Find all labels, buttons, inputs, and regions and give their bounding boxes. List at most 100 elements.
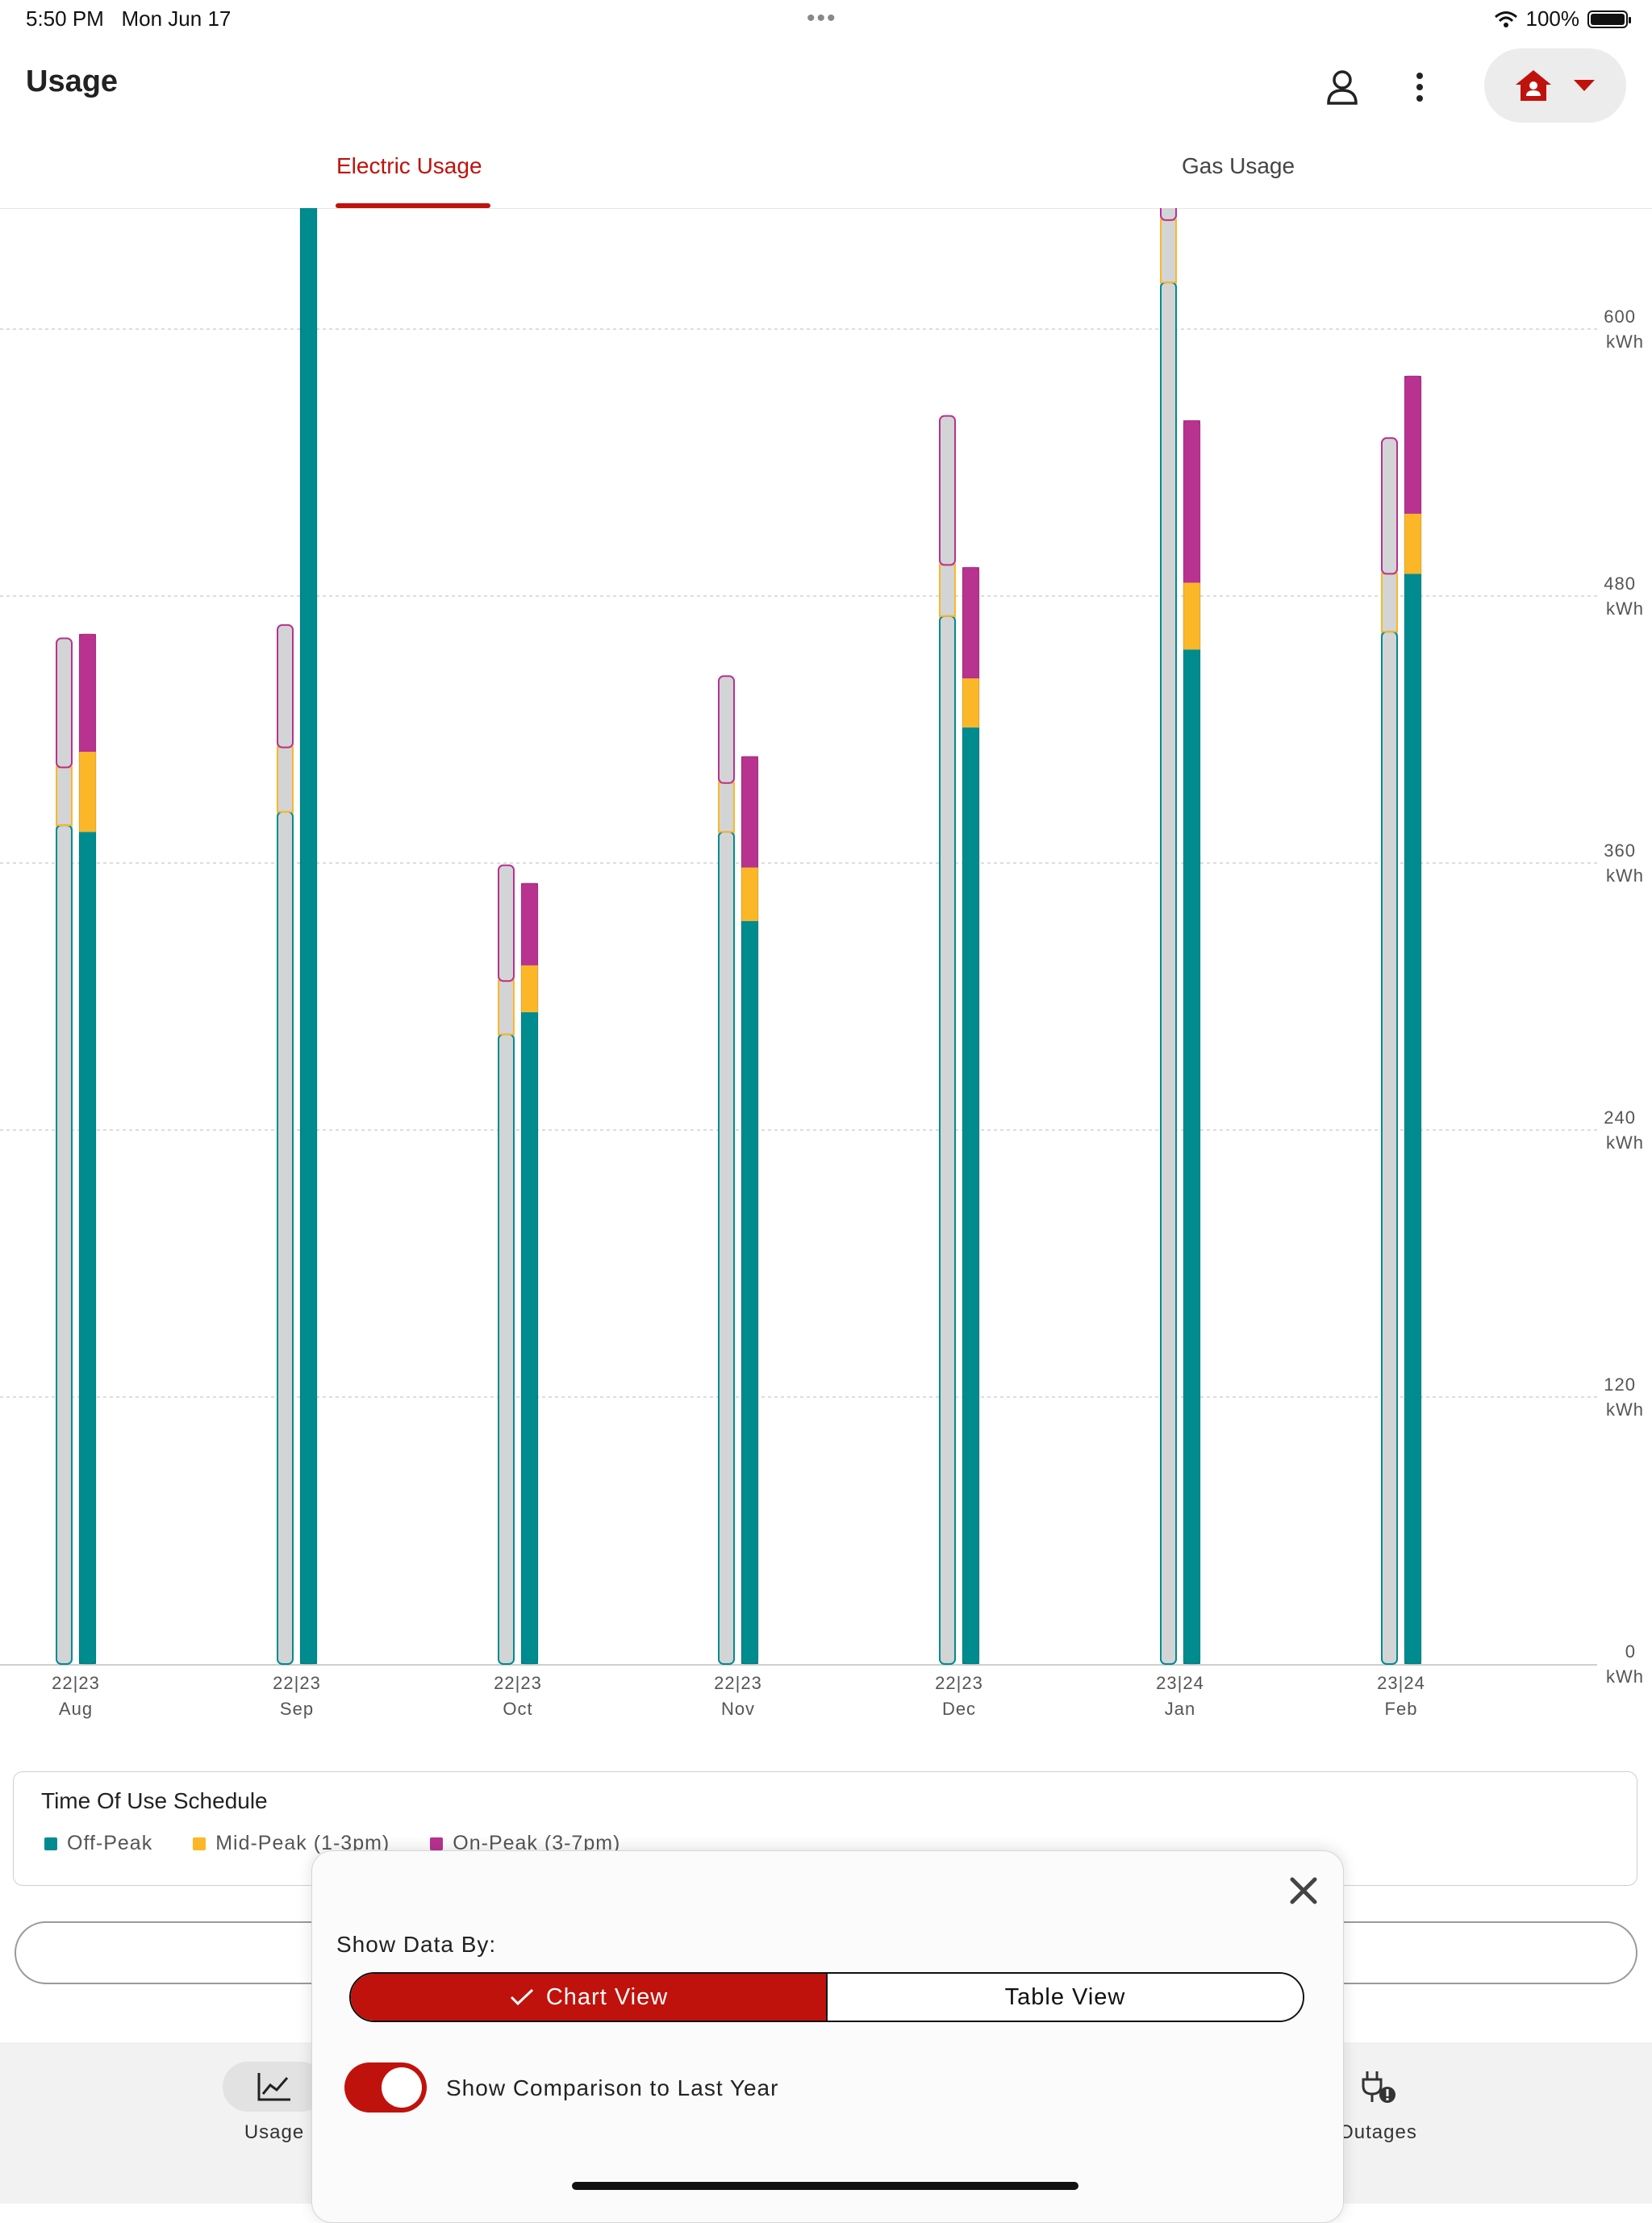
x-month-label: Feb	[1385, 1699, 1418, 1719]
y-tick-label: 360	[1604, 840, 1636, 861]
x-year-label: 23|24	[1377, 1673, 1425, 1693]
close-button[interactable]	[1283, 1871, 1324, 1911]
wifi-icon	[1494, 10, 1517, 27]
y-tick-label: 120	[1604, 1374, 1636, 1395]
prior-bar-segment-on-peak	[277, 624, 294, 749]
usage-chart: 600 kWh 480 kWh 360 kWh 240 kWh 120 kWh 0 kWh 22|23 A…	[0, 208, 1644, 1719]
x-month-label: Aug	[59, 1699, 93, 1719]
current-bar-segment-on-peak	[741, 756, 758, 868]
nav-usage-label: Usage	[244, 2121, 305, 2143]
x-year-label: 22|23	[494, 1673, 542, 1693]
y-tick-unit: kWh	[1606, 1666, 1644, 1687]
usage-tabs: Electric Usage Gas Usage	[0, 145, 1652, 209]
y-tick-unit: kWh	[1606, 1132, 1644, 1153]
prior-bar-segment-on-peak	[498, 864, 515, 982]
current-bar-segment-mid-peak	[741, 867, 758, 921]
current-bar-outline	[1183, 419, 1201, 1665]
app-header: Usage	[0, 48, 1652, 123]
comparison-toggle[interactable]	[344, 2062, 427, 2112]
prior-year-bar	[939, 415, 956, 1665]
x-month-label: Sep	[280, 1699, 314, 1719]
nav-outages[interactable]: Outages	[1326, 2062, 1429, 2144]
chevron-down-icon	[1574, 80, 1595, 91]
current-bar-segment-on-peak	[79, 633, 96, 753]
more-options-button[interactable]	[1395, 63, 1444, 111]
current-bar-outline	[299, 208, 318, 1665]
prior-year-bar	[1160, 208, 1177, 1664]
current-bar-segment-on-peak	[521, 882, 538, 966]
current-bar-segment-off-peak	[79, 832, 96, 1664]
nav-usage[interactable]: Usage	[223, 2062, 326, 2144]
x-month-label: Nov	[721, 1699, 755, 1719]
prior-year-bar	[498, 865, 515, 1664]
legend-item-off-peak: Off-Peak	[44, 1832, 152, 1855]
current-bar-segment-on-peak	[962, 567, 979, 679]
tab-electric-usage[interactable]: Electric Usage	[336, 153, 482, 178]
x-year-label: 23|24	[1156, 1673, 1204, 1693]
y-tick-unit: kWh	[1606, 598, 1644, 619]
close-icon	[1290, 1877, 1317, 1904]
legend-title: Time Of Use Schedule	[41, 1788, 268, 1813]
current-bar-segment-off-peak	[300, 208, 317, 1664]
y-tick-unit: kWh	[1606, 332, 1644, 352]
x-month-label: Oct	[503, 1699, 532, 1719]
view-options-sheet: Show Data By: Chart View Table View Show…	[311, 1850, 1344, 2223]
prior-bar-segment-on-peak	[1160, 208, 1177, 221]
y-tick-unit: kWh	[1606, 865, 1644, 886]
current-bar-segment-mid-peak	[79, 752, 96, 832]
checkmark-icon	[510, 1988, 533, 2006]
chart-line-icon	[257, 2073, 290, 2101]
battery-percent: 100%	[1525, 6, 1580, 31]
prior-year-bar	[56, 638, 73, 1664]
battery-icon	[1587, 10, 1631, 28]
x-month-label: Jan	[1165, 1699, 1195, 1719]
home-indicator	[572, 2182, 1078, 2190]
current-bar-segment-mid-peak	[1404, 513, 1421, 574]
tab-gas-usage[interactable]: Gas Usage	[1182, 153, 1295, 178]
current-bar-segment-mid-peak	[962, 678, 979, 728]
x-year-label: 22|23	[273, 1673, 321, 1693]
time-of-use-legend: Time Of Use Schedule Off-Peak Mid-Peak (…	[13, 1771, 1637, 1886]
x-year-label: 22|23	[935, 1673, 983, 1693]
current-bar-outline	[1404, 375, 1422, 1665]
current-bar-outline	[962, 566, 980, 1665]
current-bar-segment-off-peak	[962, 727, 979, 1664]
y-tick-label: 0	[1625, 1641, 1636, 1662]
bars-group	[56, 208, 1422, 1666]
home-icon	[1516, 70, 1551, 101]
current-bar-segment-off-peak	[1404, 573, 1421, 1664]
prior-year-bar	[1381, 438, 1398, 1664]
account-button[interactable]	[1318, 63, 1366, 111]
chart-view-option[interactable]: Chart View	[351, 1974, 828, 2021]
current-bar-segment-mid-peak	[1183, 582, 1200, 650]
prior-bar-segment-on-peak	[56, 637, 73, 769]
prior-year-bar	[718, 676, 735, 1664]
x-year-label: 22|23	[714, 1673, 762, 1693]
current-bar-outline	[520, 882, 539, 1665]
prior-bar-segment-on-peak	[939, 415, 956, 566]
y-tick-label: 600	[1604, 307, 1636, 327]
chart-view-label: Chart View	[545, 1983, 669, 2010]
plug-alert-icon	[1362, 2071, 1395, 2103]
page-title: Usage	[26, 65, 119, 98]
nav-outages-label: Outages	[1338, 2121, 1417, 2143]
comparison-label: Show Comparison to Last Year	[446, 2075, 779, 2100]
view-mode-segmented-control: Chart View Table View	[349, 1972, 1304, 2022]
person-icon	[1327, 70, 1358, 105]
status-time: 5:50 PM Mon Jun 17	[26, 6, 232, 31]
x-year-label: 22|23	[52, 1673, 100, 1693]
current-bar-segment-off-peak	[1183, 649, 1200, 1665]
prior-year-bar	[277, 624, 294, 1664]
current-bar-segment-on-peak	[1183, 420, 1200, 583]
current-bar-segment-off-peak	[521, 1011, 538, 1664]
more-vertical-icon	[1416, 73, 1423, 102]
current-bar-segment-off-peak	[741, 920, 758, 1664]
prior-bar-segment-on-peak	[718, 675, 735, 784]
y-tick-unit: kWh	[1606, 1399, 1644, 1420]
location-selector-button[interactable]	[1484, 48, 1626, 123]
show-data-by-label: Show Data By:	[336, 1932, 497, 1957]
x-month-label: Dec	[942, 1699, 976, 1719]
table-view-option[interactable]: Table View	[828, 1974, 1303, 2021]
current-bar-segment-on-peak	[1404, 375, 1421, 514]
multitasking-dots-icon[interactable]: •••	[807, 5, 837, 31]
